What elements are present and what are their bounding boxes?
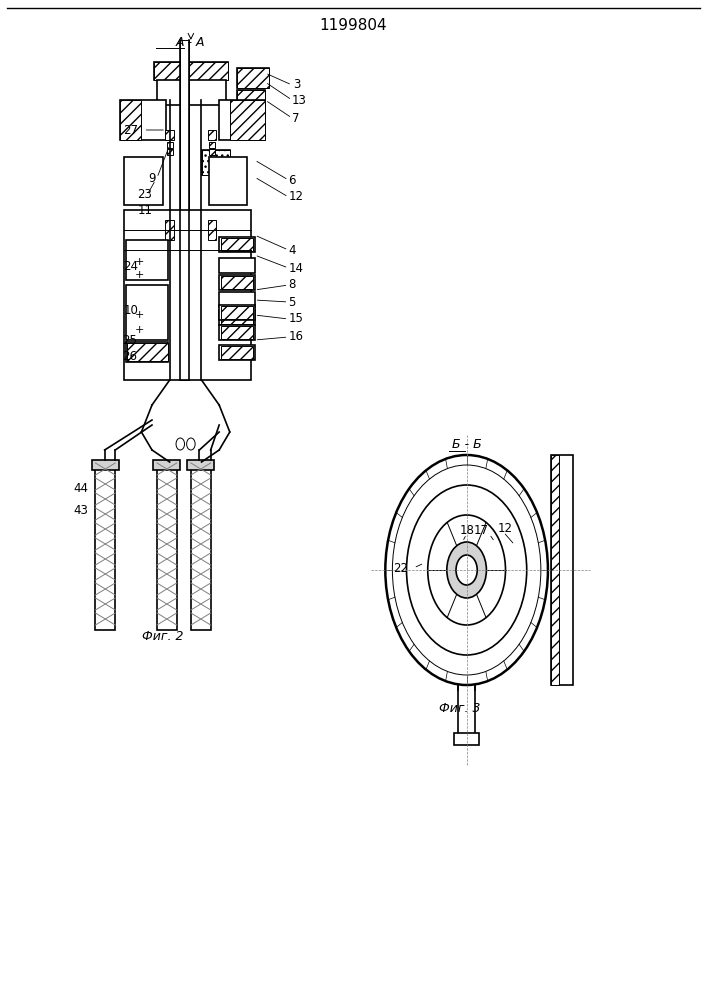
Circle shape xyxy=(428,515,506,625)
Text: 9: 9 xyxy=(148,172,156,184)
Bar xyxy=(454,733,479,745)
Text: А - А: А - А xyxy=(176,36,206,49)
Bar xyxy=(208,130,216,140)
Text: 14: 14 xyxy=(288,261,303,274)
Text: Б - Б: Б - Б xyxy=(452,438,481,452)
Bar xyxy=(209,157,247,205)
Text: 22: 22 xyxy=(392,562,408,574)
Text: 12: 12 xyxy=(498,522,513,534)
Text: 4: 4 xyxy=(288,243,296,256)
Text: 6: 6 xyxy=(288,174,296,186)
Bar xyxy=(126,342,168,362)
Bar xyxy=(124,157,163,205)
Text: 5: 5 xyxy=(288,296,296,308)
Text: 25: 25 xyxy=(122,334,137,347)
Text: Фиг. 2: Фиг. 2 xyxy=(142,631,183,644)
Text: 10: 10 xyxy=(123,304,139,316)
Bar xyxy=(458,680,475,735)
Bar xyxy=(208,220,216,240)
Bar xyxy=(153,460,180,470)
Bar xyxy=(187,460,214,470)
Circle shape xyxy=(407,485,527,655)
Bar xyxy=(219,310,255,325)
Bar xyxy=(167,142,173,148)
Text: 23: 23 xyxy=(137,188,153,202)
Text: 16: 16 xyxy=(288,330,303,344)
Bar xyxy=(154,62,228,80)
Bar xyxy=(219,305,255,320)
Bar xyxy=(157,465,177,630)
Bar xyxy=(221,326,253,339)
Bar xyxy=(202,150,230,175)
Bar xyxy=(154,62,228,80)
Bar xyxy=(219,258,255,273)
Circle shape xyxy=(447,542,486,598)
Bar xyxy=(551,455,559,685)
Text: 26: 26 xyxy=(122,351,137,363)
Text: 18: 18 xyxy=(459,524,474,536)
Bar xyxy=(165,220,174,240)
Bar xyxy=(219,325,255,340)
Text: Фиг. 3: Фиг. 3 xyxy=(439,702,480,714)
Text: 3: 3 xyxy=(293,79,300,92)
Bar xyxy=(230,100,265,140)
Circle shape xyxy=(176,438,185,450)
Bar xyxy=(157,80,226,105)
Bar xyxy=(120,100,166,140)
Bar xyxy=(191,465,211,630)
Bar xyxy=(221,346,253,359)
Bar xyxy=(551,455,573,685)
Text: +: + xyxy=(134,310,144,320)
Bar xyxy=(95,465,115,630)
Bar xyxy=(180,40,189,380)
Bar xyxy=(126,240,168,280)
Bar xyxy=(221,276,253,289)
Bar xyxy=(219,100,265,140)
Bar xyxy=(219,275,255,290)
Text: +: + xyxy=(134,325,144,335)
Bar xyxy=(126,285,168,340)
Bar xyxy=(237,90,265,105)
Text: 44: 44 xyxy=(74,482,89,494)
Bar xyxy=(219,345,255,360)
Text: +: + xyxy=(134,257,144,267)
Bar xyxy=(221,311,253,324)
Bar xyxy=(237,68,269,88)
Text: 43: 43 xyxy=(74,504,89,516)
Text: 27: 27 xyxy=(123,123,139,136)
Bar xyxy=(127,343,168,361)
Bar xyxy=(219,292,255,307)
Bar xyxy=(202,150,230,175)
Bar xyxy=(92,460,119,470)
Text: 7: 7 xyxy=(292,111,300,124)
Text: 12: 12 xyxy=(288,190,303,204)
Bar xyxy=(120,100,141,140)
Circle shape xyxy=(456,555,477,585)
Bar xyxy=(219,237,255,252)
Text: 8: 8 xyxy=(288,278,296,292)
Text: 17: 17 xyxy=(473,524,489,536)
Circle shape xyxy=(187,438,195,450)
Bar xyxy=(221,238,253,251)
Text: 1199804: 1199804 xyxy=(320,17,387,32)
Bar xyxy=(221,306,253,319)
Text: 24: 24 xyxy=(123,260,139,273)
Bar xyxy=(237,90,265,105)
Bar xyxy=(209,142,215,148)
Bar xyxy=(167,149,173,155)
Bar xyxy=(209,149,215,155)
Text: 11: 11 xyxy=(137,204,153,217)
Bar xyxy=(165,130,174,140)
Text: 15: 15 xyxy=(288,312,303,326)
Bar xyxy=(237,68,269,88)
Circle shape xyxy=(385,455,548,685)
Circle shape xyxy=(392,465,541,675)
Text: 13: 13 xyxy=(292,94,307,106)
Bar xyxy=(124,210,251,380)
Text: +: + xyxy=(134,270,144,280)
